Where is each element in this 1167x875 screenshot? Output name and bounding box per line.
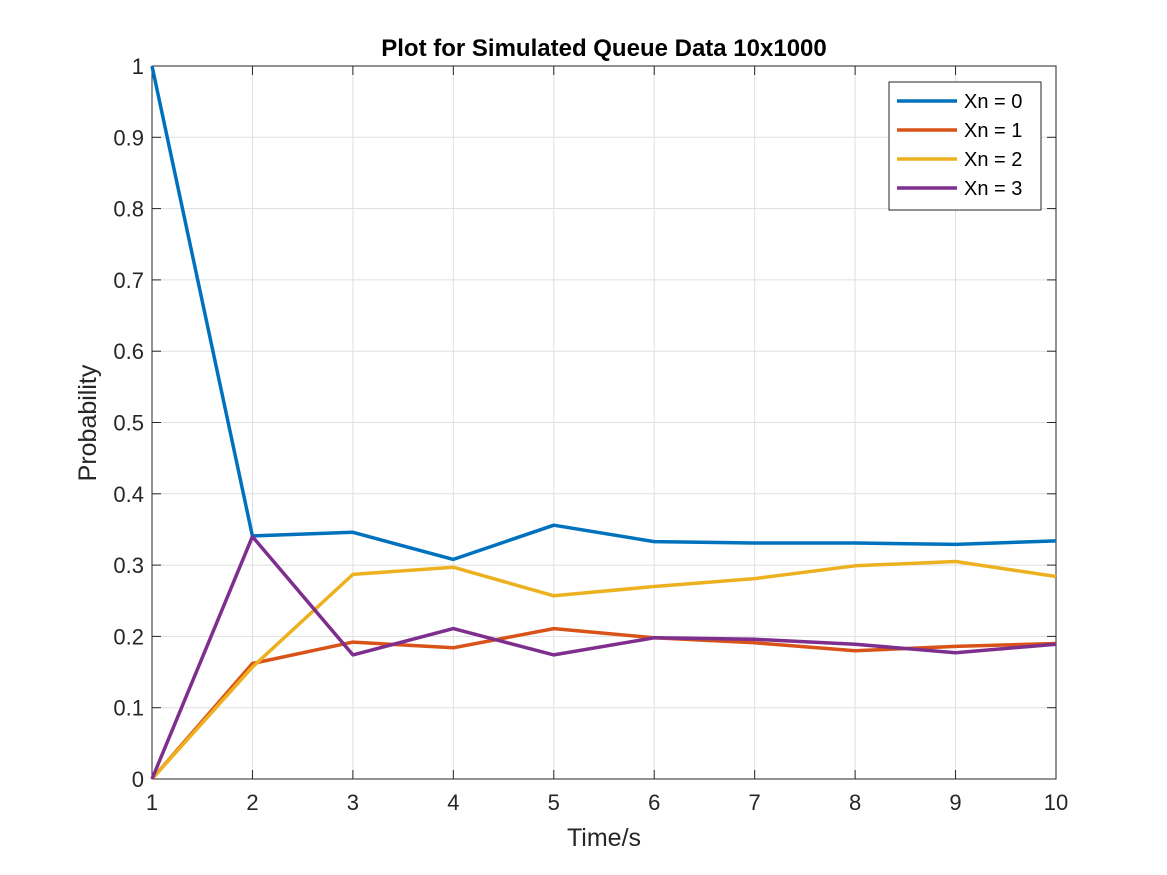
legend-label-0: Xn = 0 <box>964 91 1022 113</box>
legend-label-2: Xn = 2 <box>964 149 1022 171</box>
x-tick-label: 1 <box>146 790 158 815</box>
y-tick-label: 0.5 <box>113 411 144 436</box>
x-tick-label: 3 <box>347 790 359 815</box>
x-axis-tick-labels: 1 2 3 4 5 6 7 8 9 10 <box>146 790 1068 815</box>
x-tick-label: 9 <box>949 790 961 815</box>
x-tick-label: 8 <box>849 790 861 815</box>
y-axis-tick-labels: 0 0.1 0.2 0.3 0.4 0.5 0.6 0.7 0.8 0.9 1 <box>113 54 144 792</box>
y-tick-label: 0.9 <box>113 125 144 150</box>
y-tick-label: 0.4 <box>113 482 144 507</box>
series-line-0 <box>150 65 1057 562</box>
x-tick-label: 5 <box>548 790 560 815</box>
y-tick-label: 0.2 <box>113 624 144 649</box>
y-tick-label: 0.1 <box>113 696 144 721</box>
y-tick-label: 0.3 <box>113 553 144 578</box>
legend: Xn = 0 Xn = 1 Xn = 2 Xn = 3 <box>888 81 1042 211</box>
y-tick-label: 0 <box>132 767 144 792</box>
x-tick-label: 10 <box>1044 790 1068 815</box>
chart-title: Plot for Simulated Queue Data 10x1000 <box>381 35 827 62</box>
series-line-3 <box>150 534 1057 780</box>
y-tick-label: 0.8 <box>113 197 144 222</box>
legend-label-1: Xn = 1 <box>964 120 1022 142</box>
y-tick-label: 0.7 <box>113 268 144 293</box>
axes-box <box>151 65 1057 780</box>
series-line-2 <box>150 559 1057 781</box>
plot-lines <box>150 65 1057 781</box>
y-tick-label: 0.6 <box>113 339 144 364</box>
x-axis-title: Time/s <box>567 824 641 852</box>
legend-label-3: Xn = 3 <box>964 178 1022 200</box>
x-tick-label: 2 <box>246 790 258 815</box>
y-axis-title: Probability <box>74 364 102 481</box>
x-tick-label: 6 <box>648 790 660 815</box>
x-tick-label: 7 <box>749 790 761 815</box>
x-tick-label: 4 <box>447 790 459 815</box>
y-tick-label: 1 <box>132 54 144 79</box>
